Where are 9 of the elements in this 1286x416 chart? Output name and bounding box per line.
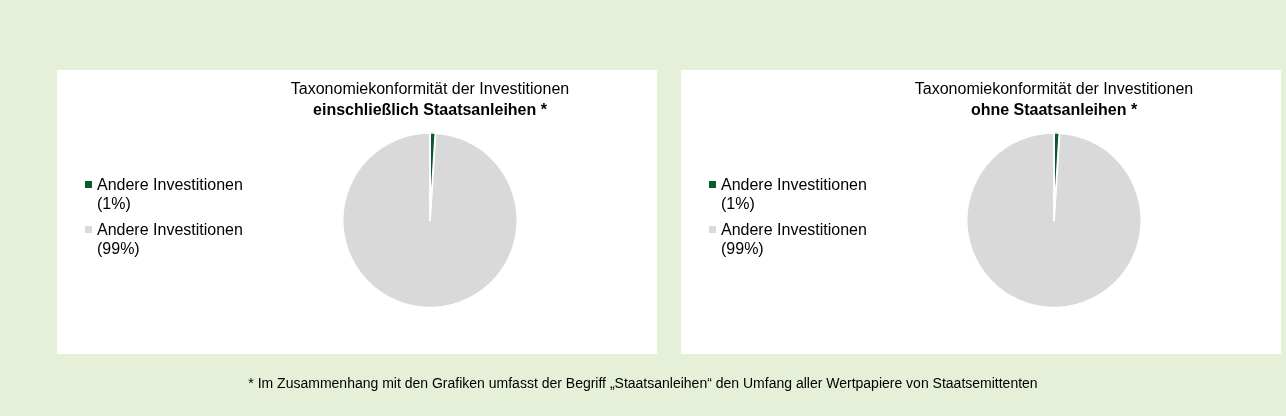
chart-title: Taxonomiekonformität der Investitionen	[914, 80, 1194, 98]
legend-label: Andere Investitionen (1%)	[720, 175, 868, 213]
chart-title: Taxonomiekonformität der Investitionen	[290, 80, 570, 98]
chart-subtitle: ohne Staatsanleihen *	[970, 101, 1138, 119]
legend-label: Andere Investitionen (99%)	[96, 220, 244, 258]
chart-subtitle: einschließlich Staatsanleihen *	[313, 101, 548, 119]
legend-label: Andere Investitionen (1%)	[96, 175, 244, 213]
text: * Im Zusammenhang mit den Grafiken umfasst der Begriff „Staatsanleihen“ den Umfang aller Wertpapiere von Staatsemittenten	[247, 375, 1039, 391]
legend-label: Andere Investitionen (99%)	[720, 220, 868, 258]
